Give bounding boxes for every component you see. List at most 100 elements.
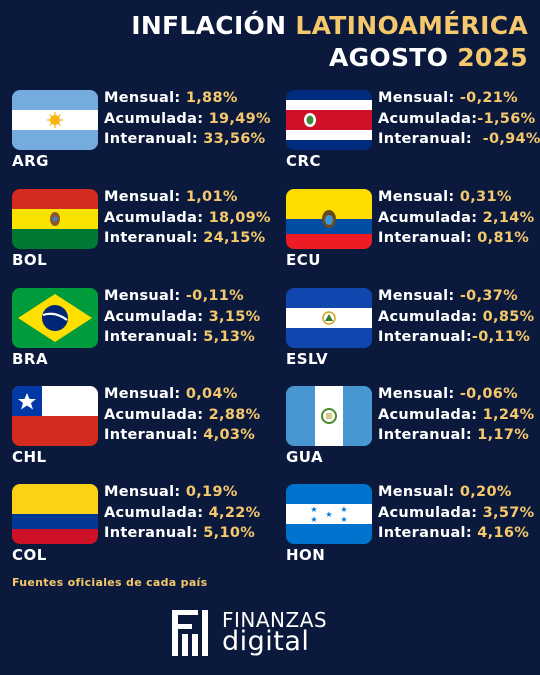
mensual-value: 0,19% <box>185 484 238 500</box>
stats: Mensual: -0,11% Acumulada: 3,15% Interan… <box>104 286 260 348</box>
svg-text:★: ★ <box>340 515 347 524</box>
svg-text:★: ★ <box>325 510 332 519</box>
stats: Mensual: -0,37% Acumulada: 0,85% Interan… <box>378 286 534 348</box>
stats: Mensual: -0,06% Acumulada: 1,24% Interan… <box>378 384 534 446</box>
interanual-value: 24,15% <box>203 230 266 246</box>
mensual-label: Mensual: <box>104 189 181 205</box>
acumulada-value: 2,14% <box>482 209 535 226</box>
acumulada-value: 0,85% <box>482 308 535 325</box>
acumulada-value: -1,56% <box>477 110 536 127</box>
country-code: GUA <box>286 448 324 466</box>
argentina-flag-icon <box>12 90 98 150</box>
acumulada-label: Acumulada: <box>104 504 204 521</box>
country-card-bol: BOL Mensual: 1,01% Acumulada: 18,09% Int… <box>12 189 272 271</box>
mensual-value: -0,06% <box>459 386 518 402</box>
interanual-label: Interanual: <box>104 329 198 345</box>
mensual-label: Mensual: <box>104 288 181 304</box>
stats: Mensual: 1,88% Acumulada: 19,49% Interan… <box>104 88 271 150</box>
interanual-label: Interanual: <box>378 525 472 541</box>
acumulada-value: 3,57% <box>482 504 535 521</box>
country-card-chl: CHL Mensual: 0,04% Acumulada: 2,88% Inte… <box>12 386 272 468</box>
mensual-label: Mensual: <box>378 189 455 205</box>
country-code: BOL <box>12 251 48 269</box>
svg-text:★: ★ <box>310 505 317 514</box>
interanual-value: 1,17% <box>477 427 530 443</box>
interanual-label: Interanual: <box>378 131 472 147</box>
logo-mark-icon <box>172 610 208 656</box>
mensual-value: 0,31% <box>459 189 512 205</box>
mensual-label: Mensual: <box>378 386 455 402</box>
mensual-label: Mensual: <box>104 90 181 106</box>
country-code: ARG <box>12 152 49 170</box>
country-card-col: COL Mensual: 0,19% Acumulada: 4,22% Inte… <box>12 484 272 566</box>
country-code: ESLV <box>286 350 329 368</box>
svg-text:★: ★ <box>340 505 347 514</box>
stats: Mensual: 0,31% Acumulada: 2,14% Interanu… <box>378 187 534 249</box>
acumulada-label: Acumulada: <box>378 406 478 423</box>
country-code: ECU <box>286 251 321 269</box>
interanual-label: Interanual: <box>104 131 198 147</box>
interanual-label: Interanual: <box>104 230 198 246</box>
honduras-flag-icon: ★ ★ ★ ★ ★ <box>286 484 372 544</box>
country-card-crc: CRC Mensual: -0,21% Acumulada:-1,56% Int… <box>286 90 540 172</box>
country-code: COL <box>12 546 47 564</box>
country-code: CHL <box>12 448 47 466</box>
country-card-eslv: ESLV Mensual: -0,37% Acumulada: 0,85% In… <box>286 288 540 370</box>
acumulada-label: Acumulada: <box>104 406 204 423</box>
acumulada-label: Acumulada: <box>104 110 204 127</box>
svg-text:★: ★ <box>310 515 317 524</box>
country-card-bra: BRA Mensual: -0,11% Acumulada: 3,15% Int… <box>12 288 272 370</box>
stats: Mensual: -0,21% Acumulada:-1,56% Interan… <box>378 88 540 150</box>
stats: Mensual: 0,20% Acumulada: 3,57% Interanu… <box>378 482 534 544</box>
interanual-value: 0,81% <box>477 230 530 246</box>
logo-text-top: FINANZAS <box>222 608 328 632</box>
acumulada-value: 18,09% <box>208 209 271 226</box>
acumulada-value: 19,49% <box>208 110 271 127</box>
mensual-label: Mensual: <box>104 386 181 402</box>
page-title: INFLACIÓN LATINOAMÉRICA AGOSTO 2025 <box>131 10 528 74</box>
interanual-value: -0,94% <box>482 131 540 147</box>
acumulada-label: Acumulada: <box>378 504 478 521</box>
title-inflacion: INFLACIÓN <box>131 11 287 40</box>
acumulada-value: 1,24% <box>482 406 535 423</box>
interanual-value: 4,03% <box>203 427 256 443</box>
title-latinoamerica: LATINOAMÉRICA <box>295 11 528 40</box>
interanual-label: Interanual: <box>378 230 472 246</box>
country-card-gua: GUA Mensual: -0,06% Acumulada: 1,24% Int… <box>286 386 540 468</box>
country-card-hon: ★ ★ ★ ★ ★ HON Mensual: 0,20% Acumulada: 3,… <box>286 484 540 566</box>
mensual-value: 0,20% <box>459 484 512 500</box>
stats: Mensual: 0,04% Acumulada: 2,88% Interanu… <box>104 384 260 446</box>
mensual-label: Mensual: <box>104 484 181 500</box>
country-code: CRC <box>286 152 322 170</box>
mensual-value: -0,37% <box>459 288 518 304</box>
logo-text-bottom: digital <box>222 626 310 657</box>
interanual-label: Interanual: <box>378 329 472 345</box>
mensual-label: Mensual: <box>378 484 455 500</box>
acumulada-value: 2,88% <box>208 406 261 423</box>
country-card-ecu: ECU Mensual: 0,31% Acumulada: 2,14% Inte… <box>286 189 540 271</box>
ecuador-flag-icon <box>286 189 372 249</box>
interanual-value: 5,10% <box>203 525 256 541</box>
guatemala-flag-icon <box>286 386 372 446</box>
acumulada-label: Acumulada: <box>104 308 204 325</box>
mensual-label: Mensual: <box>378 288 455 304</box>
mensual-value: -0,11% <box>185 288 244 304</box>
el-salvador-flag-icon <box>286 288 372 348</box>
acumulada-label: Acumulada: <box>378 209 478 226</box>
stats: Mensual: 1,01% Acumulada: 18,09% Interan… <box>104 187 271 249</box>
interanual-value: -0,11% <box>471 329 531 345</box>
mensual-value: 1,01% <box>185 189 238 205</box>
interanual-value: 33,56% <box>203 131 266 147</box>
mensual-value: 1,88% <box>185 90 238 106</box>
mensual-value: 0,04% <box>185 386 238 402</box>
interanual-label: Interanual: <box>104 427 198 443</box>
acumulada-label: Acumulada: <box>104 209 204 226</box>
mensual-label: Mensual: <box>378 90 455 106</box>
acumulada-value: 4,22% <box>208 504 261 521</box>
colombia-flag-icon <box>12 484 98 544</box>
brazil-flag-icon <box>12 288 98 348</box>
stats: Mensual: 0,19% Acumulada: 4,22% Interanu… <box>104 482 260 544</box>
acumulada-label: Acumulada: <box>378 110 478 127</box>
title-year: 2025 <box>457 43 528 72</box>
country-code: HON <box>286 546 326 564</box>
